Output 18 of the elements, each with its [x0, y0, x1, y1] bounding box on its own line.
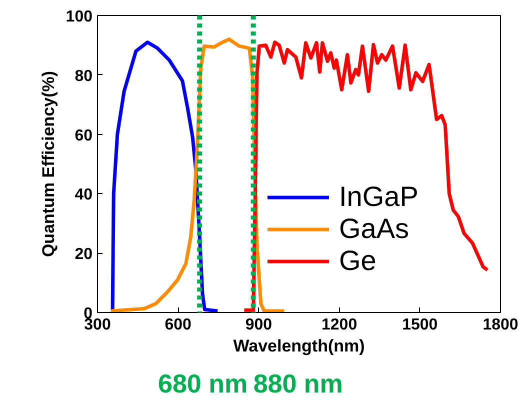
- y-tick-label: 100: [66, 8, 93, 26]
- legend-label: InGaP: [339, 181, 418, 213]
- y-tick-label: 60: [74, 127, 93, 144]
- y-tick-label: 40: [74, 186, 93, 204]
- ref-line-label: 880 nm: [253, 368, 343, 398]
- x-tick-label: 1200: [322, 316, 358, 334]
- x-tick-label: 1500: [402, 316, 438, 334]
- legend-label: GaAs: [339, 213, 410, 245]
- y-tick-label: 80: [74, 68, 93, 85]
- y-axis-title: Quantum Efficiency(%): [38, 70, 58, 258]
- line-series: [242, 40, 490, 312]
- x-tick-label: 1800: [482, 316, 518, 334]
- legend-label: Ge: [339, 245, 376, 277]
- x-axis-title: Wavelength(nm): [233, 336, 365, 356]
- x-tick-label: 600: [164, 316, 192, 334]
- ref-line-label: 680 nm: [158, 368, 248, 398]
- x-tick-label: 900: [245, 316, 272, 334]
- y-tick-label: 20: [74, 246, 93, 264]
